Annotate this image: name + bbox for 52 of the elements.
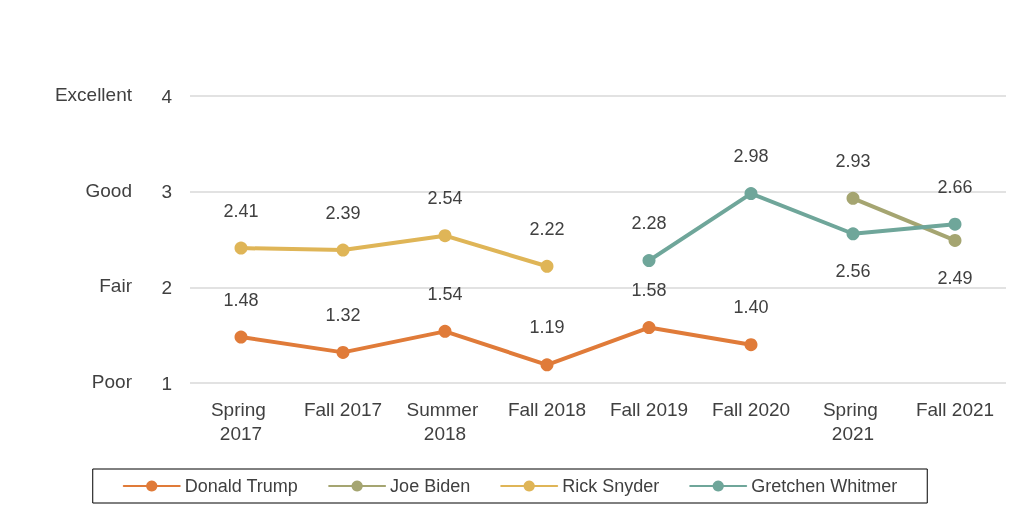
- point: [540, 358, 554, 372]
- text: Excellent: [54, 84, 133, 105]
- point: [234, 241, 248, 255]
- point: [336, 345, 350, 359]
- y-tick-label: 1: [161, 372, 172, 394]
- point: [744, 187, 758, 201]
- point: [948, 217, 962, 231]
- x-tick-label: Fall 2019: [609, 398, 689, 420]
- point: [642, 254, 656, 268]
- data-label: 1.19: [529, 317, 565, 338]
- x-tick-label: Fall 2017: [303, 398, 383, 420]
- x-tick-label: Spring 2021: [822, 398, 884, 444]
- data-label: 1.54: [427, 283, 463, 304]
- data-label: 1.48: [223, 289, 259, 310]
- point: [846, 191, 860, 205]
- data-label: 2.41: [223, 200, 259, 221]
- data-label: 2.66: [937, 176, 973, 197]
- point: [846, 227, 860, 241]
- x-tick-label: Fall 2021: [915, 398, 995, 420]
- data-label: 2.22: [529, 218, 565, 239]
- text: Good: [85, 179, 132, 201]
- data-label: 2.28: [631, 213, 667, 234]
- legend-label: Rick Snyder: [562, 476, 660, 496]
- x-tick-label: Summer 2018: [406, 398, 484, 444]
- legend-label: Gretchen Whitmer: [751, 476, 898, 496]
- x-tick-label: Fall 2018: [507, 398, 587, 420]
- point: [540, 259, 554, 273]
- y-tick-label: 4: [161, 85, 173, 107]
- legend-label: Donald Trump: [184, 476, 298, 496]
- x-tick-label: Fall 2020: [711, 398, 791, 420]
- data-label: 2.39: [325, 202, 361, 223]
- point: [438, 229, 452, 243]
- point: [642, 321, 656, 335]
- data-label: 2.56: [835, 261, 871, 282]
- point: [438, 324, 452, 338]
- legend-label: Joe Biden: [390, 476, 471, 496]
- data-label: 2.49: [937, 267, 973, 288]
- text: Fair: [99, 275, 133, 297]
- y-tick-label: 2: [161, 276, 172, 298]
- x-tick-label: Spring 2017: [210, 398, 272, 444]
- point: [336, 243, 350, 257]
- data-label: 1.58: [631, 280, 667, 301]
- data-label: 2.93: [835, 150, 871, 171]
- y-tick-label: 3: [161, 181, 172, 203]
- data-label: 2.54: [427, 188, 463, 209]
- point: [948, 233, 962, 247]
- point: [234, 330, 248, 344]
- data-label: 2.98: [733, 146, 769, 167]
- text: Poor: [91, 371, 133, 392]
- data-label: 1.32: [325, 304, 361, 325]
- point: [744, 338, 758, 352]
- data-label: 1.40: [733, 297, 769, 318]
